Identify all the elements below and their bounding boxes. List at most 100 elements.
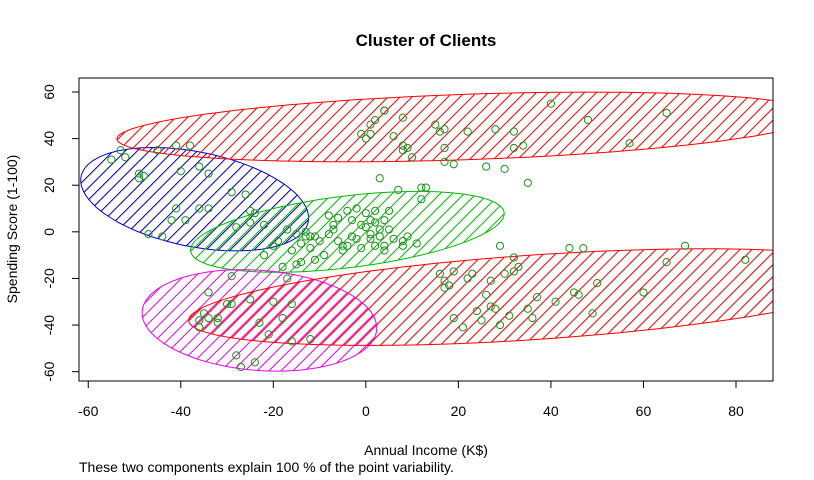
- hatch-line: [571, 248, 670, 346]
- hatch-line: [578, 191, 659, 272]
- data-point: [398, 141, 407, 150]
- hatch-line: [523, 248, 622, 346]
- cluster-ellipse: [80, 146, 310, 252]
- data-point: [551, 297, 560, 306]
- data-point: [588, 309, 597, 318]
- x-axis: -60 -40 -20 0 20 40 60 80: [78, 380, 744, 419]
- data-point: [519, 141, 528, 150]
- hatch-line: [376, 269, 377, 372]
- data-point: [495, 320, 505, 330]
- data-point: [181, 216, 190, 225]
- hatch-line: [132, 147, 238, 251]
- hatch-line: [276, 147, 309, 251]
- data-point: [236, 362, 246, 372]
- hatch-line: [518, 191, 599, 272]
- data-point: [398, 113, 407, 122]
- hatch-line: [142, 269, 155, 372]
- y-tick-label: 0: [41, 228, 57, 236]
- data-point: [546, 99, 556, 108]
- hatch-line: [264, 147, 309, 251]
- hatch-line: [554, 191, 635, 272]
- hatch-line: [244, 269, 347, 372]
- data-point: [680, 241, 690, 250]
- data-point: [417, 183, 426, 192]
- hatch-line: [349, 147, 452, 250]
- data-point: [662, 258, 671, 267]
- hatch-line: [595, 248, 694, 346]
- hatch-line: [301, 191, 383, 273]
- data-point: [292, 230, 301, 239]
- data-point: [357, 129, 366, 139]
- variability-note: These two components explain 100 % of th…: [79, 459, 454, 475]
- hatch-line: [530, 191, 611, 272]
- hatch-line: [473, 270, 574, 371]
- data-point: [514, 262, 523, 271]
- data-point: [366, 234, 375, 243]
- hatch-line: [322, 92, 394, 162]
- data-point: [375, 174, 384, 183]
- data-point: [167, 216, 176, 225]
- data-point: [144, 230, 153, 239]
- data-point: [185, 141, 195, 150]
- data-point: [116, 146, 125, 155]
- data-point: [357, 220, 366, 229]
- hatch-line: [403, 248, 502, 346]
- hatch-line: [240, 147, 309, 251]
- data-point: [375, 232, 384, 241]
- data-point: [107, 155, 116, 164]
- hatch-line: [80, 147, 118, 251]
- hatch-line: [316, 269, 377, 372]
- y-tick-label: 60: [41, 84, 57, 100]
- hatch-line: [156, 147, 262, 251]
- hatch-line: [562, 92, 634, 162]
- data-point: [440, 143, 449, 153]
- data-point: [384, 225, 394, 234]
- x-tick-label: 20: [451, 403, 467, 419]
- hatch-line: [566, 191, 647, 272]
- data-point: [523, 304, 532, 313]
- hatch-line: [228, 147, 309, 251]
- data-point: [324, 230, 333, 239]
- hatch-line: [190, 191, 191, 273]
- hatch-line: [220, 269, 323, 372]
- hatch-line: [385, 147, 488, 250]
- clusters-layer: [80, 91, 814, 372]
- data-point: [213, 318, 222, 327]
- hatch-line: [803, 92, 814, 162]
- data-point: [417, 195, 426, 204]
- data-point: [347, 232, 357, 241]
- hatch-line: [292, 269, 377, 372]
- hatch-line: [304, 269, 377, 372]
- data-point: [158, 232, 167, 241]
- hatch-line: [461, 270, 562, 371]
- hatch-line: [367, 248, 466, 346]
- data-point: [255, 318, 264, 327]
- hatch-line: [776, 249, 814, 346]
- hatch-line: [800, 249, 814, 346]
- data-point: [343, 241, 352, 250]
- hatch-line: [349, 191, 431, 273]
- hatch-line: [250, 92, 322, 162]
- data-point: [232, 223, 241, 232]
- x-tick-label: 80: [728, 403, 744, 419]
- data-point: [241, 190, 250, 199]
- hatch-line: [502, 92, 574, 162]
- data-point: [435, 127, 444, 136]
- data-point: [250, 209, 259, 218]
- data-point: [639, 288, 648, 297]
- data-point: [491, 304, 500, 313]
- hatch-line: [535, 248, 634, 346]
- hatch-line: [415, 248, 514, 346]
- hatch-line: [631, 248, 730, 346]
- hatch-line: [791, 92, 814, 162]
- data-point: [310, 255, 320, 264]
- data-point: [468, 269, 477, 278]
- hatch-line: [437, 270, 538, 371]
- data-point: [172, 204, 181, 213]
- cluster-hatch: [80, 147, 488, 251]
- data-point: [301, 232, 310, 241]
- hatch-line: [232, 269, 335, 372]
- hatch-line: [506, 191, 587, 272]
- data-point: [204, 288, 213, 297]
- hatch-line: [144, 147, 250, 251]
